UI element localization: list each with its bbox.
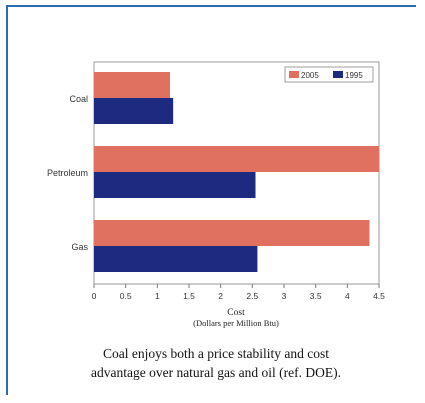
legend-swatch-2005: [289, 71, 299, 78]
figure-frame: [6, 5, 416, 395]
caption-line-1: Coal enjoys both a price stability and c…: [102, 346, 330, 361]
figure-caption: Coal enjoys both a price stability and c…: [40, 344, 392, 382]
legend-box: [284, 66, 374, 83]
x-tick-label: 1: [155, 291, 160, 301]
bar-petroleum-1995: [94, 172, 256, 198]
category-label-gas: Gas: [71, 242, 88, 252]
x-tick-label: 2: [218, 291, 223, 301]
x-tick-label: 0: [92, 291, 97, 301]
x-tick-label: 3.5: [310, 291, 322, 301]
bar-petroleum-2005: [94, 146, 379, 172]
legend-swatch-1995: [333, 71, 343, 78]
bar-gas-1995: [94, 246, 258, 272]
legend-label-2005: 2005: [301, 71, 319, 80]
bar-gas-2005: [94, 220, 370, 246]
x-axis-title: Cost: [227, 308, 245, 318]
bars-layer: [94, 72, 379, 272]
caption-line-2: advantage over natural gas and oil (ref.…: [90, 365, 342, 380]
x-tick-label: 0.5: [120, 291, 132, 301]
x-tick-label: 4.5: [373, 291, 385, 301]
bar-coal-2005: [94, 72, 170, 98]
x-axis-subtitle: (Dollars per Million Btu): [193, 318, 279, 328]
bar-coal-1995: [94, 98, 174, 124]
x-tick-label: 4: [345, 291, 350, 301]
category-label-petroleum: Petroleum: [47, 168, 88, 178]
category-label-coal: Coal: [69, 94, 88, 104]
legend-label-1995: 1995: [345, 71, 363, 80]
x-axis-ticks: 0 0.5 1 1.5 2 2.5 3 3.5 4 4.5: [92, 284, 385, 301]
x-tick-label: 1.5: [183, 291, 195, 301]
x-tick-label: 2.5: [246, 291, 258, 301]
x-tick-label: 3: [282, 291, 287, 301]
y-axis-categories: Coal Petroleum Gas: [47, 94, 89, 252]
legend: 2005 1995: [284, 66, 374, 83]
